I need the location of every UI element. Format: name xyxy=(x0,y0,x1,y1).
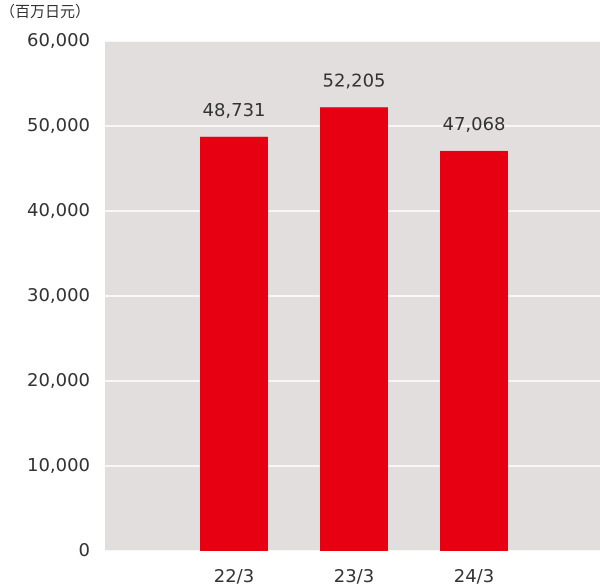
y-tick-label: 10,000 xyxy=(27,455,90,476)
x-tick-label: 23/3 xyxy=(334,566,374,587)
x-tick-label: 24/3 xyxy=(454,566,494,587)
y-tick-label: 50,000 xyxy=(27,115,90,136)
y-tick-label: 60,000 xyxy=(27,30,90,51)
y-tick-label: 20,000 xyxy=(27,370,90,391)
x-tick-label: 22/3 xyxy=(214,566,254,587)
value-label: 47,068 xyxy=(443,114,506,135)
bar xyxy=(440,150,508,551)
y-tick-label: 0 xyxy=(79,540,90,561)
bar xyxy=(200,136,268,551)
bar xyxy=(320,107,388,551)
value-label: 48,731 xyxy=(203,100,266,121)
y-tick-label: 40,000 xyxy=(27,200,90,221)
y-tick-label: 30,000 xyxy=(27,285,90,306)
unit-label: （百万日元） xyxy=(0,3,90,21)
value-label: 52,205 xyxy=(323,70,386,91)
